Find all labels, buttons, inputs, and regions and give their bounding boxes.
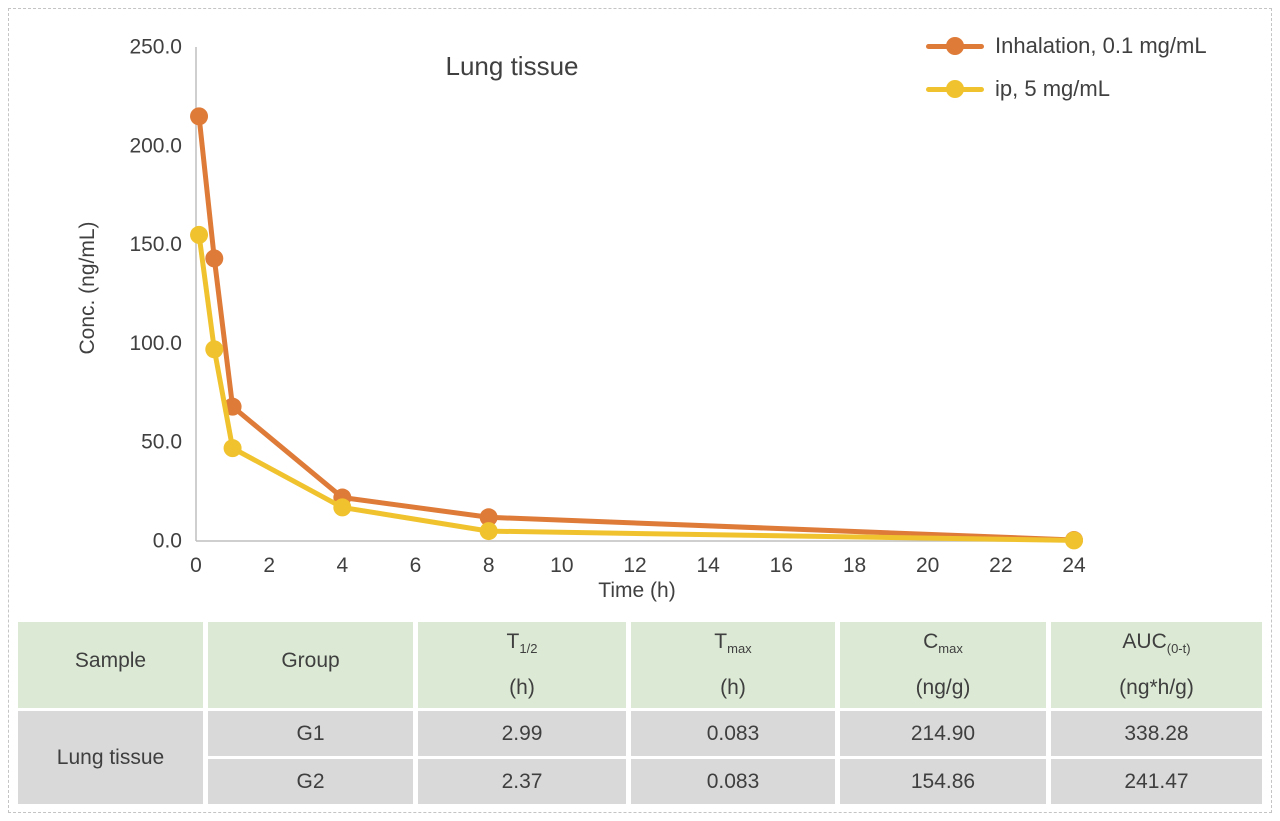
legend-marker-icon bbox=[926, 80, 984, 98]
y-axis-tick-label: 50.0 bbox=[141, 431, 182, 454]
data-point bbox=[223, 439, 242, 458]
t-max-cell: 0.083 bbox=[631, 759, 835, 804]
line-chart: 0.0 50.0 100.0 150.0 200.0 250.0 0 2 4 6 8 10 12 14 16… bbox=[76, 33, 1207, 602]
series-line-0 bbox=[196, 113, 1077, 543]
x-axis-tick-label: 22 bbox=[989, 554, 1012, 577]
legend-label: ip, 5 mg/mL bbox=[995, 76, 1110, 101]
sample-cell: Lung tissue bbox=[18, 711, 203, 804]
table-header-row: Sample Group T1/2 (h) Tmax (h) Cmax (ng/… bbox=[18, 622, 1262, 708]
y-axis-tick-label: 150.0 bbox=[129, 233, 182, 256]
x-axis-tick-label: 6 bbox=[410, 554, 422, 577]
legend-item-ip: ip, 5 mg/mL bbox=[926, 76, 1207, 102]
x-axis-tick-label: 16 bbox=[770, 554, 793, 577]
auc-cell: 338.28 bbox=[1051, 711, 1262, 756]
data-point bbox=[479, 522, 498, 541]
data-point bbox=[190, 225, 209, 244]
chart-title: Lung tissue bbox=[445, 51, 579, 81]
data-point bbox=[1065, 531, 1083, 550]
group-cell: G2 bbox=[208, 759, 413, 804]
x-axis-tick-label: 12 bbox=[623, 554, 646, 577]
column-header-sample: Sample bbox=[18, 622, 203, 708]
auc-cell: 241.47 bbox=[1051, 759, 1262, 804]
column-header-c-max: Cmax (ng/g) bbox=[840, 622, 1046, 708]
x-axis-tick-label: 24 bbox=[1062, 554, 1086, 577]
y-axis-tick-label: 250.0 bbox=[129, 36, 182, 59]
y-axis-tick-label: 200.0 bbox=[129, 134, 182, 157]
legend-dot-icon bbox=[946, 37, 964, 55]
y-axis-tick-label: 0.0 bbox=[153, 530, 182, 553]
y-axis-tick-label: 100.0 bbox=[129, 332, 182, 355]
x-axis-tick-label: 14 bbox=[696, 554, 720, 577]
x-axis-title: Time (h) bbox=[598, 579, 676, 602]
data-point bbox=[205, 340, 224, 359]
x-axis-tick-label: 2 bbox=[263, 554, 275, 577]
c-max-cell: 214.90 bbox=[840, 711, 1046, 756]
x-axis-tick-label: 10 bbox=[550, 554, 573, 577]
x-axis-tick-label: 18 bbox=[843, 554, 866, 577]
t-max-cell: 0.083 bbox=[631, 711, 835, 756]
x-axis-tick-label: 8 bbox=[483, 554, 495, 577]
x-axis-tick-label: 4 bbox=[336, 554, 348, 577]
column-header-auc: AUC(0-t) (ng*h/g) bbox=[1051, 622, 1262, 708]
data-point bbox=[205, 249, 224, 268]
data-point bbox=[479, 508, 498, 527]
group-cell: G1 bbox=[208, 711, 413, 756]
legend-label: Inhalation, 0.1 mg/mL bbox=[995, 33, 1207, 58]
chart-legend: Inhalation, 0.1 mg/mL ip, 5 mg/mL bbox=[926, 33, 1207, 102]
legend-dot-icon bbox=[946, 80, 964, 98]
c-max-cell: 154.86 bbox=[840, 759, 1046, 804]
series-line-1 bbox=[196, 232, 1077, 543]
column-header-t-half: T1/2 (h) bbox=[418, 622, 626, 708]
legend-item-inhalation: Inhalation, 0.1 mg/mL bbox=[926, 33, 1207, 59]
x-axis-tick-label: 0 bbox=[190, 554, 202, 577]
column-header-t-max: Tmax (h) bbox=[631, 622, 835, 708]
data-point bbox=[333, 498, 352, 517]
table-row: Lung tissue G1 2.99 0.083 214.90 338.28 bbox=[18, 711, 1262, 804]
column-header-group: Group bbox=[208, 622, 413, 708]
table-row: G2 2.37 0.083 154.86 241.47 bbox=[18, 759, 1262, 804]
t-half-cell: 2.37 bbox=[418, 759, 626, 804]
legend-marker-icon bbox=[926, 37, 984, 55]
pk-parameters-table: Sample Group T1/2 (h) Tmax (h) Cmax (ng/… bbox=[13, 619, 1267, 807]
data-point bbox=[190, 107, 209, 126]
t-half-cell: 2.99 bbox=[418, 711, 626, 756]
y-axis-title: Conc. (ng/mL) bbox=[76, 221, 99, 355]
x-axis-tick-label: 20 bbox=[916, 554, 939, 577]
